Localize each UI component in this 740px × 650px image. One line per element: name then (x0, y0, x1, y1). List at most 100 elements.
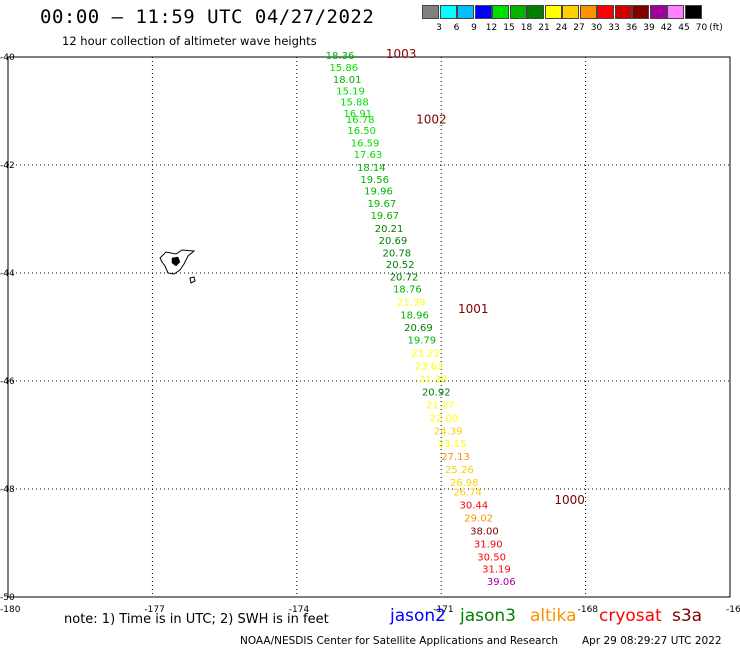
legend-swatch (509, 5, 527, 19)
satellite-label: jason3 (460, 606, 516, 626)
wave-height-value: 26.74 (453, 487, 482, 498)
legend-tick-label: 27 (573, 23, 585, 33)
satellite-label: jason2 (390, 606, 446, 626)
legend-tick-label: 36 (625, 23, 638, 33)
page-title: 00:00 — 11:59 UTC 04/27/2022 (40, 6, 375, 28)
legend-tick-label: 70 (695, 23, 708, 33)
pressure-label: 1001 (458, 302, 489, 316)
wave-height-value: 16.91 (343, 109, 372, 120)
legend-tick-label: 21 (538, 23, 550, 33)
legend-tick-label: 24 (555, 23, 568, 33)
wave-height-value: 18.76 (393, 284, 422, 295)
footer-note: note: 1) Time is in UTC; 2) SWH is in fe… (64, 612, 329, 627)
wave-height-value: 31.19 (482, 565, 511, 576)
wave-height-value: 23.63 (415, 362, 444, 373)
y-tick-label: -42 (0, 161, 15, 171)
wave-height-value: 20.69 (379, 236, 408, 247)
legend-tick-label: 30 (590, 23, 603, 33)
wave-height-value: 19.67 (370, 211, 399, 222)
wave-height-value: 19.56 (360, 175, 389, 186)
pressure-label: 1000 (554, 493, 585, 507)
satellite-label: altika (530, 606, 577, 626)
wave-height-value: 38.00 (470, 526, 499, 537)
legend-swatch (544, 5, 562, 19)
wave-height-value: 18.01 (333, 75, 362, 86)
legend-tick-label: 9 (471, 23, 477, 33)
wave-height-value: 39.06 (487, 577, 516, 588)
legend-swatch (457, 5, 474, 19)
legend-tick-label: 45 (678, 23, 690, 33)
legend-swatch (649, 5, 667, 19)
wave-height-value: 20.72 (390, 273, 419, 284)
legend-tick-label: 12 (485, 23, 498, 33)
wave-height-value: 16.78 (346, 115, 375, 126)
y-tick-label: -44 (0, 269, 15, 279)
wave-height-value: 15.86 (330, 63, 359, 74)
wave-height-value: 18.14 (357, 163, 386, 174)
wave-height-value: 16.59 (351, 139, 380, 150)
wave-height-value: 25.26 (445, 465, 474, 476)
wave-height-value: 20.92 (422, 388, 451, 399)
x-tick-label: -174 (289, 605, 310, 615)
legend-swatch (632, 5, 649, 19)
wave-height-value: 19.79 (408, 336, 437, 347)
legend-swatch (579, 5, 597, 19)
legend-swatch (684, 5, 702, 19)
map-frame (7, 56, 731, 598)
wave-height-value: 26.98 (450, 478, 479, 489)
island-outline (171, 256, 181, 267)
island-outline (189, 276, 196, 284)
wave-height-value: 27.13 (441, 452, 470, 463)
legend-tick-label: 6 (453, 23, 460, 33)
x-tick-label: -171 (433, 605, 453, 615)
legend-tick-label: 42 (660, 23, 673, 33)
x-tick-label: -177 (144, 605, 164, 615)
legend-tick-label: 39 (643, 23, 655, 33)
y-tick-label: -40 (0, 53, 15, 63)
wave-height-value: 15.88 (340, 98, 369, 109)
wave-height-value: 19.96 (364, 187, 393, 198)
wave-height-value: 20.21 (375, 224, 404, 235)
wave-height-value: 22.00 (430, 414, 459, 425)
wave-height-value: 19.67 (368, 199, 397, 210)
y-tick-label: -48 (0, 485, 15, 495)
page-subtitle: 12 hour collection of altimeter wave hei… (62, 34, 317, 48)
wave-height-value: 16.50 (347, 126, 376, 137)
legend-swatch (422, 5, 439, 19)
legend-tick-label: 15 (503, 23, 515, 33)
island-outline (159, 249, 196, 275)
legend-tick-label: 3 (436, 23, 442, 33)
wave-height-value: 30.50 (477, 552, 506, 563)
pressure-label: 1002 (416, 112, 447, 126)
satellite-label: s3a (672, 606, 703, 626)
credit-date: Apr 29 08:29:27 UTC 2022 (582, 635, 722, 647)
legend-tick-label: 33 (608, 23, 620, 33)
credit-line: NOAA/NESDIS Center for Satellite Applica… (240, 635, 558, 647)
x-tick-label: -165 (726, 605, 740, 615)
legend-swatch (492, 5, 509, 19)
legend-unit: (ft) (709, 23, 723, 33)
wave-height-value: 18.96 (400, 310, 429, 321)
pressure-label: 1003 (386, 47, 417, 61)
wave-height-value: 23.15 (438, 439, 467, 450)
wave-height-value: 29.02 (464, 513, 493, 524)
legend-swatch (562, 5, 579, 19)
wave-height-value: 21.27 (426, 401, 455, 412)
legend-swatch (597, 5, 614, 19)
satellite-label: cryosat (599, 606, 662, 626)
x-tick-label: -168 (578, 605, 599, 615)
legend-tick-label: 18 (520, 23, 533, 33)
legend-swatch (667, 5, 684, 19)
wave-height-value: 24.39 (434, 426, 463, 437)
wave-height-value: 20.69 (404, 323, 433, 334)
legend-swatch (474, 5, 492, 19)
wave-height-value: 31.90 (474, 539, 503, 550)
legend-swatch (439, 5, 457, 19)
wave-height-value: 21.39 (397, 297, 426, 308)
y-tick-label: -50 (0, 593, 15, 603)
wave-height-value: 20.78 (382, 248, 411, 259)
legend-swatch (614, 5, 632, 19)
wave-height-value: 20.52 (386, 260, 415, 271)
legend-swatch (527, 5, 544, 19)
